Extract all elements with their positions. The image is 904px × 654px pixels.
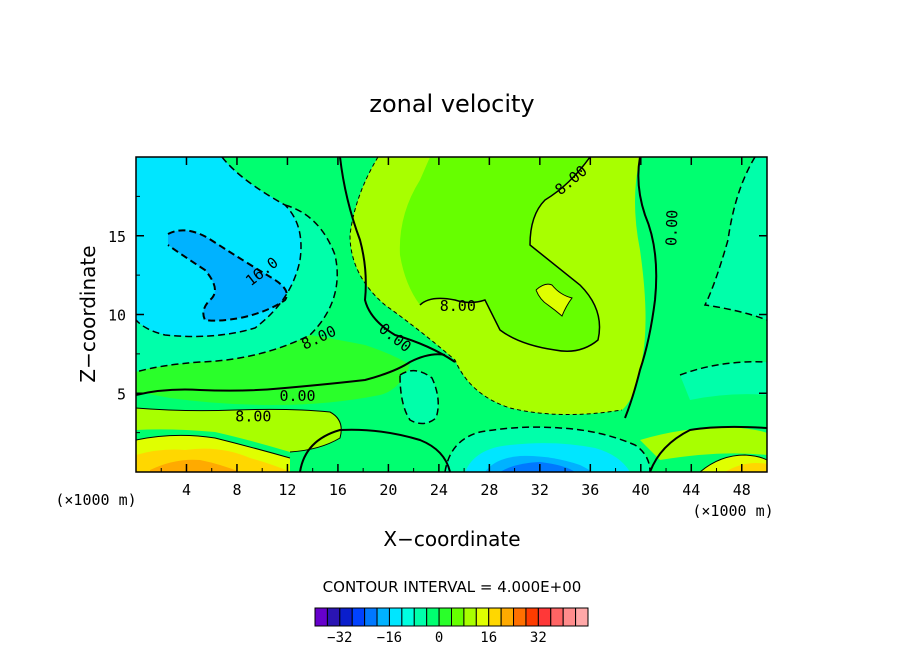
x-tick-label: 12 — [278, 481, 296, 499]
contour-interval-label: CONTOUR INTERVAL = 4.000E+00 — [323, 578, 582, 596]
colorbar-tick-label: 0 — [435, 630, 443, 646]
contour-value-label: 0.00 — [662, 209, 681, 246]
colorbar-swatch — [525, 607, 539, 627]
colorbar-labels: −32 −16 0 16 32 — [327, 630, 547, 646]
chart-title: zonal velocity — [369, 90, 534, 118]
colorbar-swatch — [351, 607, 366, 627]
contour-value-label: 0.00 — [279, 387, 315, 405]
band-aqua-right-mid — [680, 361, 767, 400]
contour-thin-f — [699, 454, 767, 472]
contour-zero-lower — [299, 428, 451, 472]
contour-value-label: 8.00 — [235, 407, 271, 425]
colorbar-tick-label: −32 — [327, 630, 352, 646]
colorbar-swatch — [314, 607, 328, 627]
x-tick-label: 36 — [581, 481, 599, 499]
contour-dashed-e — [679, 361, 767, 376]
x-tick-label: 48 — [733, 481, 751, 499]
contour-thin-a — [136, 407, 342, 453]
colorbar-swatch — [550, 607, 564, 627]
band-lime-lower — [136, 408, 342, 452]
y-axis-ticks: 5 10 15 — [108, 195, 767, 434]
x-tick-label: 24 — [430, 481, 448, 499]
contour-zero-right — [624, 157, 658, 419]
x-tick-label: 8 — [232, 481, 241, 499]
band-blue-bottom-center — [500, 462, 575, 472]
band-darkorange-bottom — [150, 459, 240, 472]
x-tick-label: 40 — [632, 481, 650, 499]
colorbar-swatch — [364, 607, 378, 627]
contour-zero-lower-right — [649, 425, 767, 472]
colorbar-swatch — [513, 607, 527, 627]
contour-dashed-g — [399, 369, 439, 425]
contour-dashed-a — [136, 157, 302, 338]
x-tick-label: 32 — [531, 481, 549, 499]
y-tick-label: 10 — [108, 307, 126, 325]
contour-fill-area: 16.08.00 0.008.008.000.000.008.00 — [136, 157, 767, 472]
x-right-unit-label: (×1000 m) — [692, 502, 773, 520]
colorbar-swatch — [537, 607, 552, 627]
colorbar-swatch — [463, 607, 477, 627]
band-green-lowleft — [136, 335, 410, 405]
x-left-unit-label: (×1000 m) — [55, 491, 136, 509]
band-yellow-peak — [536, 284, 572, 316]
band-aqua-right — [705, 157, 767, 320]
band-orange-bottom-right — [725, 463, 767, 472]
y-axis-title: Z−coordinate — [76, 245, 100, 382]
x-tick-label: 20 — [379, 481, 397, 499]
colorbar-swatch — [426, 607, 440, 627]
colorbar-swatch — [438, 607, 453, 627]
band-blue-left — [168, 230, 287, 321]
colorbar-swatch — [339, 607, 353, 627]
contour-zero-center — [339, 157, 456, 363]
band-aqua-eddy — [400, 370, 439, 424]
contour-thin-c — [419, 157, 601, 352]
colorbar-swatch — [475, 607, 490, 627]
band-aqua-left — [136, 205, 338, 372]
contour-zero-left — [136, 353, 446, 396]
x-tick-label: 4 — [182, 481, 191, 499]
colorbar — [314, 607, 589, 627]
contour-thin-b — [535, 283, 573, 317]
y-tick-label: 5 — [117, 385, 126, 403]
x-tick-label: 44 — [682, 481, 700, 499]
contour-value-label: 8.00 — [440, 297, 476, 315]
colorbar-swatch — [401, 607, 415, 627]
colorbar-swatch — [388, 607, 403, 627]
colorbar-tick-label: −16 — [377, 630, 402, 646]
colorbar-swatch — [575, 607, 589, 627]
contour-lines — [136, 157, 767, 472]
colorbar-swatch — [326, 607, 341, 627]
contour-dashed-d — [703, 157, 767, 321]
band-lime-lower-right — [640, 427, 767, 460]
x-axis-title: X−coordinate — [383, 527, 520, 551]
colorbar-tick-label: 32 — [530, 630, 547, 646]
band-lime-inner — [545, 168, 585, 235]
colorbar-swatch — [562, 607, 577, 627]
colorbar-swatch — [488, 607, 502, 627]
colorbar-tick-label: 16 — [480, 630, 497, 646]
colorbar-swatch — [451, 607, 465, 627]
x-tick-label: 28 — [480, 481, 498, 499]
x-axis-ticks: 4 8 12 16 20 24 28 32 36 40 44 48 — [160, 157, 751, 499]
x-tick-label: 16 — [329, 481, 347, 499]
contour-dashed-f — [444, 426, 651, 472]
colorbar-swatch — [376, 607, 390, 627]
colorbar-swatch — [500, 607, 515, 627]
contour-thin-e — [136, 434, 291, 459]
colorbar-swatch — [413, 607, 428, 627]
y-tick-label: 15 — [108, 228, 126, 246]
